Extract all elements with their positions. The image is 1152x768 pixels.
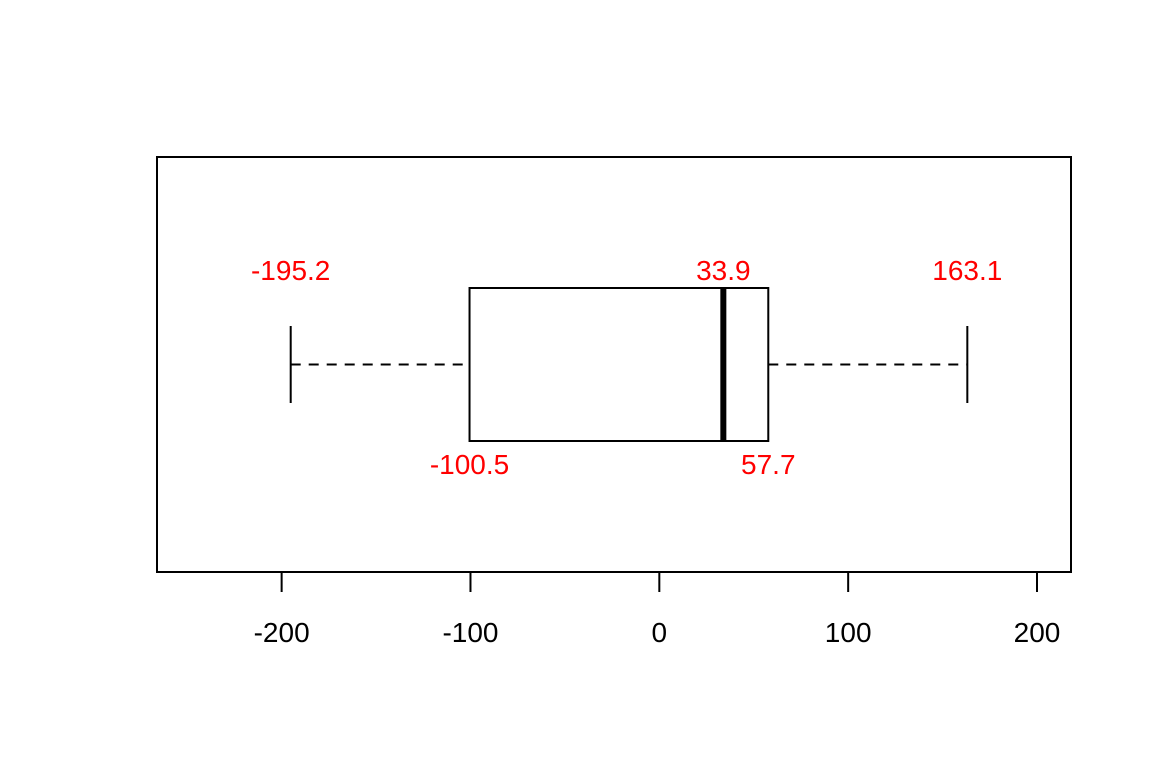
annotation-whisker-low: -195.2 xyxy=(251,255,330,286)
x-tick-label: -100 xyxy=(442,617,498,648)
annotation-q1: -100.5 xyxy=(430,449,509,480)
x-tick-label: 200 xyxy=(1014,617,1061,648)
annotation-median: 33.9 xyxy=(696,255,751,286)
annotation-q3: 57.7 xyxy=(741,449,796,480)
x-tick-label: 100 xyxy=(825,617,872,648)
iqr-box xyxy=(468,287,770,442)
x-axis: -200 -100 0 100 200 xyxy=(254,571,1061,648)
annotation-whisker-high: 163.1 xyxy=(932,255,1002,286)
annotation-labels: -195.2 33.9 163.1 -100.5 57.7 xyxy=(251,255,1002,480)
boxplot-marks xyxy=(289,287,969,442)
x-tick-label: -200 xyxy=(254,617,310,648)
x-tick-label: 0 xyxy=(652,617,668,648)
